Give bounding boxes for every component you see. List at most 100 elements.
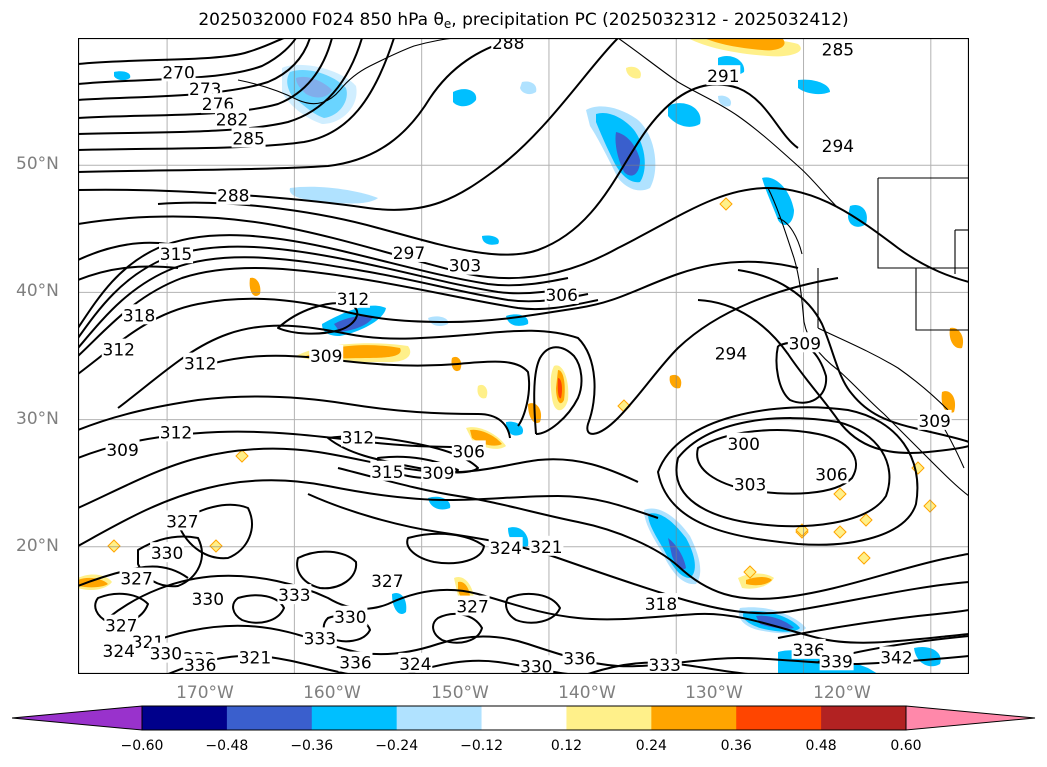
contour-label-bg — [787, 332, 822, 353]
contour-label: 309 — [422, 464, 454, 484]
contour-label-bg — [231, 127, 266, 148]
contour-label: 312 — [337, 290, 369, 310]
contour-label-bg — [302, 627, 337, 648]
contour-label: 315 — [160, 245, 192, 265]
contour-label-bg — [814, 463, 849, 484]
precip-area — [249, 277, 261, 297]
colorbar-swatch — [396, 706, 483, 730]
contour-label: 312 — [184, 355, 216, 375]
contour-label: 303 — [449, 257, 481, 277]
colorbar-swatch — [226, 706, 313, 730]
contour-label-bg — [519, 655, 554, 674]
contour-label-bg — [917, 409, 952, 430]
contour-label: 288 — [217, 187, 249, 207]
lat-label: 20°N — [16, 536, 59, 556]
contour-label-bg — [104, 614, 139, 635]
contour-label-bg — [447, 254, 482, 275]
contour-label-bg — [119, 567, 154, 588]
contour-label-bg — [879, 646, 914, 667]
plot-title: 2025032000 F024 850 hPa θe, precipitatio… — [198, 10, 849, 31]
precip-dot — [743, 565, 757, 579]
precip-area — [669, 374, 682, 389]
precip-area — [114, 71, 131, 81]
contour-label: 330 — [334, 608, 366, 628]
colorbar-swatch — [651, 706, 737, 730]
contour-label: 324 — [399, 655, 431, 674]
precip-area — [453, 89, 477, 107]
contour-label: 336 — [792, 641, 824, 661]
contour-label-bg — [277, 584, 312, 605]
precip-area — [289, 186, 378, 204]
colorbar-swatch — [821, 706, 907, 730]
contour-label-bg — [491, 38, 526, 53]
precip-area — [557, 378, 562, 399]
contour-label-bg — [215, 108, 250, 129]
contour-label-bg — [150, 542, 185, 563]
contour-label: 288 — [492, 38, 524, 54]
contour-label: 336 — [563, 650, 595, 670]
contour-label: 309 — [789, 334, 821, 354]
lat-label: 30°N — [16, 409, 59, 429]
contour-label-bg — [122, 304, 157, 325]
colorbar-swatch — [481, 706, 567, 730]
precip-area — [615, 132, 640, 176]
contour-label-bg — [820, 135, 855, 156]
contour-label-bg — [341, 426, 376, 447]
contour-label: 324 — [103, 642, 135, 662]
precip-area — [798, 79, 830, 95]
contour-label-bg — [562, 647, 597, 668]
contour-label: 291 — [707, 67, 739, 87]
contour-label: 321 — [530, 538, 562, 558]
contour-label-bg — [148, 642, 183, 663]
contour-label-bg — [370, 460, 405, 481]
colorbar-tick-label: −0.60 — [120, 738, 164, 754]
contour-label: 306 — [453, 442, 485, 462]
contour-label: 336 — [339, 654, 371, 674]
colorbar-tick-label: 0.48 — [805, 738, 837, 754]
contour-label: 309 — [310, 347, 342, 367]
contour-label-bg — [309, 345, 344, 365]
precip-area — [470, 429, 502, 446]
precip-area — [718, 95, 732, 107]
contour-label: 324 — [489, 539, 521, 559]
contour-label-bg — [190, 587, 225, 608]
contour-label: 300 — [727, 435, 759, 455]
contour-label: 312 — [160, 423, 192, 443]
precip-area — [668, 538, 686, 570]
colorbar-frame — [141, 705, 907, 731]
contour-label-bg — [713, 342, 748, 363]
colorbar-extend-max — [905, 705, 1036, 731]
contour-label-bg — [421, 462, 456, 483]
colorbar-tick-label: 0.36 — [720, 738, 752, 754]
precip-dot — [107, 539, 121, 553]
contour-label: 270 — [162, 63, 194, 83]
precip-dot — [833, 487, 847, 501]
precip-area — [282, 64, 357, 124]
precip-dot — [209, 539, 223, 553]
contour-label-bg — [105, 439, 140, 460]
precip-area — [520, 81, 537, 95]
contour-label-bg — [183, 654, 218, 674]
contour-label-bg — [726, 432, 761, 453]
contour-label: 333 — [649, 656, 681, 674]
map-frame — [78, 38, 969, 674]
contour-label-bg — [455, 595, 490, 616]
contour-label: 315 — [371, 463, 403, 483]
contour-label: 312 — [342, 428, 374, 448]
contour-label-bg — [647, 654, 682, 674]
contour-label-bg — [216, 184, 251, 205]
colorbar-tick-label: 0.12 — [550, 738, 583, 754]
contour-label-bg — [398, 652, 433, 673]
precip-dot — [235, 449, 249, 463]
precip-dot — [923, 499, 937, 513]
contour-label: 327 — [166, 512, 198, 532]
contour-label: 330 — [150, 645, 182, 665]
colorbar-tick-label: 0.24 — [635, 738, 667, 754]
colorbar-tick-label: −0.48 — [205, 738, 249, 754]
contour-label-bg — [338, 651, 373, 672]
contour-label: 294 — [822, 137, 854, 157]
precip-dot — [859, 513, 873, 527]
contour-label: 330 — [151, 544, 183, 564]
contour-label-bg — [165, 510, 200, 531]
colorbar-extend-min — [12, 705, 143, 731]
